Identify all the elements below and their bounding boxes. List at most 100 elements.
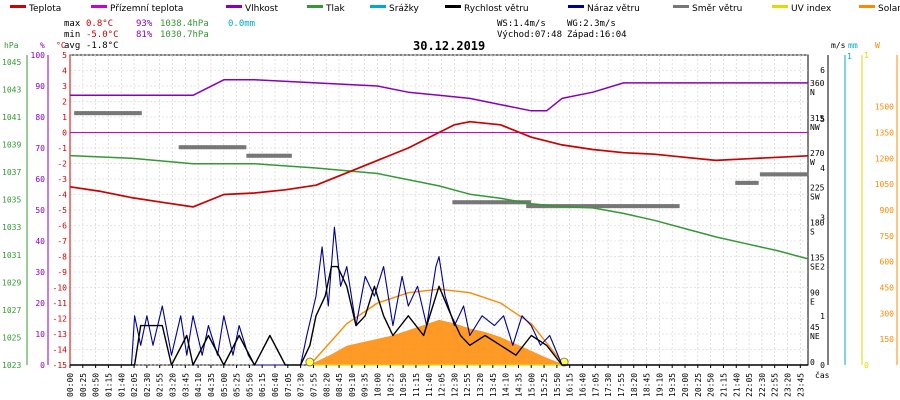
wind-dir-point — [195, 145, 200, 150]
wind-dir-point — [203, 145, 208, 150]
dir-tick-5: 135 — [810, 253, 825, 262]
wind-dir-point — [115, 111, 120, 116]
wind-dir-point — [545, 204, 550, 209]
hpa-tick-11: 1023 — [2, 361, 21, 370]
temp-tick-12: -7 — [57, 237, 67, 246]
x-axis: 00:00 00:25 00:50 01:15 01:40 02:05 02:30 02:55… — [66, 365, 805, 397]
wind-dir-point — [639, 204, 644, 209]
wind-dir-point — [251, 153, 256, 158]
wind-dir-point — [285, 153, 290, 158]
wind-dir-point — [598, 204, 603, 209]
pct-tick-10: 0 — [40, 361, 45, 370]
wind-dir-point — [581, 204, 586, 209]
temp-tick-11: -6 — [57, 222, 67, 231]
dir-tick-2: 270 — [810, 149, 825, 158]
temp-tick-16: -11 — [53, 299, 68, 308]
wind-dir-point — [217, 145, 222, 150]
w-tick-2: 1200 — [875, 154, 894, 163]
wind-dir-point — [118, 111, 123, 116]
dir-tick-6: 90 — [810, 288, 820, 297]
wind-dir-point — [184, 145, 189, 150]
x-tick-label-8: 03:20 — [169, 373, 178, 397]
wind-dir-point — [516, 200, 521, 205]
dir-tick-name-2: W — [810, 158, 815, 167]
wind-dir-point — [135, 111, 140, 116]
wind-dir-point — [234, 145, 239, 150]
x-tick-label-51: 21:15 — [719, 373, 728, 397]
wind-dir-point — [132, 111, 137, 116]
wind-dir-point — [575, 204, 580, 209]
x-tick-label-29: 12:05 — [438, 373, 447, 397]
x-tick-label-14: 05:50 — [245, 373, 254, 397]
wind-dir-point — [782, 172, 787, 177]
wind-dir-point — [510, 200, 515, 205]
legend-label-3: Tlak — [325, 4, 346, 14]
wind-dir-point — [99, 111, 104, 116]
ms-tick-5: 1 — [820, 312, 825, 321]
wind-dir-point — [595, 204, 600, 209]
wind-dir-point — [656, 204, 661, 209]
solar-area — [309, 319, 565, 366]
wind-dir-point — [670, 204, 675, 209]
x-tick-label-20: 08:20 — [322, 373, 331, 397]
wind-dir-point — [672, 204, 677, 209]
wind-dir-point — [178, 145, 183, 150]
x-tick-label-39: 16:15 — [566, 373, 575, 397]
wind-dir-point — [123, 111, 128, 116]
wind-dir-point — [260, 153, 265, 158]
hpa-tick-3: 1039 — [2, 141, 21, 150]
stat-max-hum: 93% — [136, 19, 153, 29]
x-tick-label-28: 11:40 — [425, 373, 434, 397]
wind-dir-point — [642, 204, 647, 209]
x-tick-label-23: 09:35 — [361, 373, 370, 397]
temp-tick-19: -14 — [53, 346, 68, 355]
wind-dir-point — [801, 172, 806, 177]
wind-dir-point — [85, 111, 90, 116]
legend-label-9: Solar — [878, 4, 900, 14]
wind-dir-point — [611, 204, 616, 209]
x-tick-label-9: 03:45 — [181, 373, 190, 397]
wind-dir-point — [542, 204, 547, 209]
wind-dir-point — [779, 172, 784, 177]
wind-dir-point — [650, 204, 655, 209]
wind-dir-point — [762, 172, 767, 177]
wind-dir-point — [795, 172, 800, 177]
wind-dir-point — [239, 145, 244, 150]
wind-dir-point — [76, 111, 81, 116]
wind-dir-point — [804, 172, 809, 177]
x-tick-label-46: 19:10 — [655, 373, 664, 397]
x-tick-label-37: 15:25 — [540, 373, 549, 397]
wind-dir-point — [743, 180, 748, 185]
x-tick-label-55: 22:55 — [771, 373, 780, 397]
temp-tick-7: -2 — [57, 160, 67, 169]
wind-dir-point — [265, 153, 270, 158]
x-tick-label-4: 01:40 — [117, 373, 126, 397]
wind-dir-point — [257, 153, 262, 158]
ms-unit-label: m/s — [831, 41, 846, 50]
wind-dir-point — [110, 111, 115, 116]
w-tick-6: 600 — [880, 258, 895, 267]
sunrise-marker — [305, 357, 315, 367]
x-tick-label-40: 16:40 — [579, 373, 588, 397]
temp-tick-2: 3 — [62, 82, 67, 91]
wind-dir-point — [279, 153, 284, 158]
x-tick-label-32: 13:20 — [476, 373, 485, 397]
wind-dir-point — [636, 204, 641, 209]
x-tick-label-11: 04:35 — [207, 373, 216, 397]
wind-dir-point — [735, 180, 740, 185]
wind-dir-point — [617, 204, 622, 209]
humidity-line — [70, 79, 808, 112]
wind-dir-point — [474, 200, 479, 205]
x-tick-label-24: 10:00 — [374, 373, 383, 397]
temp-tick-10: -5 — [57, 206, 67, 215]
temp-tick-6: -1 — [57, 144, 67, 153]
wind-dir-point — [228, 145, 233, 150]
legend-swatch-6 — [568, 5, 584, 8]
wind-dir-point — [96, 111, 101, 116]
x-tick-label-54: 22:30 — [758, 373, 767, 397]
legend-label-1: Přízemní teplota — [110, 4, 183, 14]
x-tick-label-21: 08:45 — [335, 373, 344, 397]
wind-dir-point — [493, 200, 498, 205]
wind-dir-point — [570, 204, 575, 209]
